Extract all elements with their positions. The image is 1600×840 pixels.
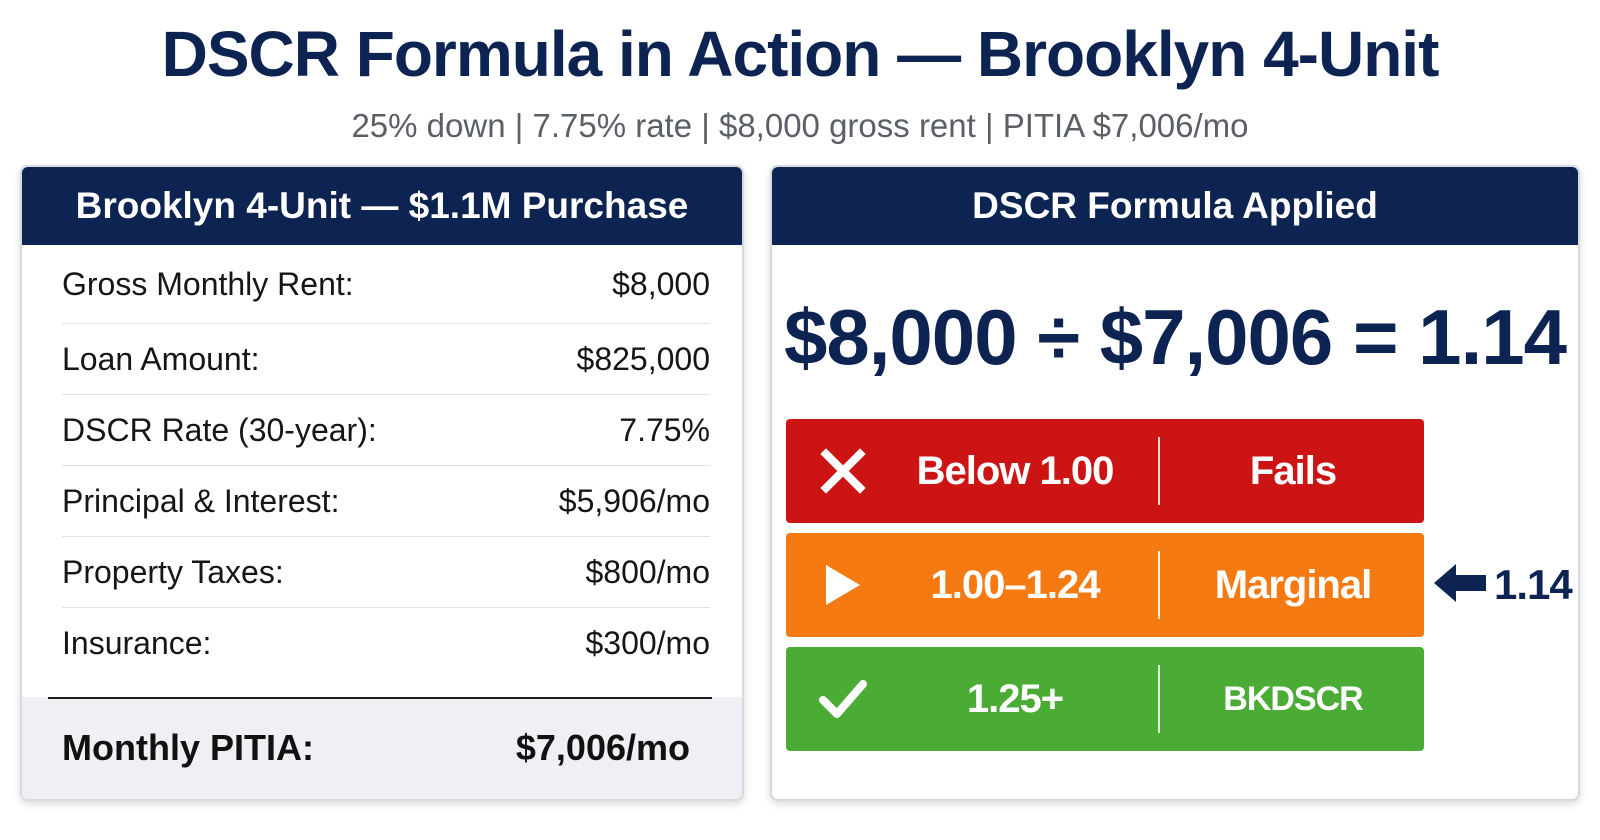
check-icon xyxy=(808,647,878,751)
row-dscr-rate: DSCR Rate (30-year): 7.75% xyxy=(62,395,710,466)
row-insurance: Insurance: $300/mo xyxy=(62,608,710,678)
band-fails: Below 1.00 Fails xyxy=(786,419,1424,523)
row-principal-interest: Principal & Interest: $5,906/mo xyxy=(62,466,710,537)
band-range: 1.00–1.24 xyxy=(930,563,1101,607)
row-value: $300/mo xyxy=(585,624,710,661)
band-range: Below 1.00 xyxy=(916,449,1115,493)
band-range: 1.25+ xyxy=(966,677,1064,721)
row-property-taxes: Property Taxes: $800/mo xyxy=(62,537,710,608)
row-value: $825,000 xyxy=(576,340,710,377)
dscr-pointer: 1.14 xyxy=(1432,545,1573,625)
purchase-details-list: Gross Monthly Rent: $8,000 Loan Amount: … xyxy=(22,245,742,678)
page-subtitle: 25% down | 7.75% rate | $8,000 gross ren… xyxy=(351,107,1249,144)
x-icon xyxy=(808,419,878,523)
dscr-formula: $8,000 ÷ $7,006 = 1.14 xyxy=(784,293,1567,381)
arrow-left-icon xyxy=(1432,562,1488,609)
row-value: 7.75% xyxy=(619,411,710,448)
band-divider xyxy=(1158,437,1160,505)
formula-card-title: DSCR Formula Applied xyxy=(772,167,1578,245)
row-label: Property Taxes: xyxy=(62,553,284,590)
row-value: $800/mo xyxy=(585,553,710,590)
row-value: $8,000 xyxy=(612,265,710,302)
row-loan-amount: Loan Amount: $825,000 xyxy=(62,324,710,395)
band-result: BKDSCR Standard xyxy=(1223,680,1363,799)
total-value: $7,006/mo xyxy=(515,727,690,768)
band-divider xyxy=(1158,665,1160,733)
play-icon xyxy=(808,533,878,637)
row-label: Loan Amount: xyxy=(62,340,260,377)
row-label: DSCR Rate (30-year): xyxy=(62,411,377,448)
row-label: Insurance: xyxy=(62,624,212,661)
row-gross-monthly-rent: Gross Monthly Rent: $8,000 xyxy=(62,245,710,324)
page-title: DSCR Formula in Action — Brooklyn 4-Unit xyxy=(161,18,1440,90)
pointer-value: 1.14 xyxy=(1494,561,1573,608)
band-divider xyxy=(1158,551,1160,619)
band-standard: 1.25+ BKDSCR Standard xyxy=(786,647,1424,799)
row-value: $5,906/mo xyxy=(558,482,710,519)
band-marginal: 1.00–1.24 Marginal xyxy=(786,533,1424,637)
total-row-monthly-pitia: Monthly PITIA: $7,006/mo xyxy=(22,697,742,799)
dscr-formula-card: DSCR Formula Applied $8,000 ÷ $7,006 = 1… xyxy=(770,165,1580,801)
purchase-card-title: Brooklyn 4-Unit — $1.1M Purchase xyxy=(22,167,742,245)
band-result: Fails xyxy=(1249,449,1337,493)
total-divider xyxy=(48,697,712,699)
row-label: Gross Monthly Rent: xyxy=(62,265,354,302)
total-label: Monthly PITIA: xyxy=(62,727,314,768)
purchase-details-card: Brooklyn 4-Unit — $1.1M Purchase Gross M… xyxy=(20,165,744,801)
band-result: Marginal xyxy=(1214,563,1372,607)
row-label: Principal & Interest: xyxy=(62,482,340,519)
